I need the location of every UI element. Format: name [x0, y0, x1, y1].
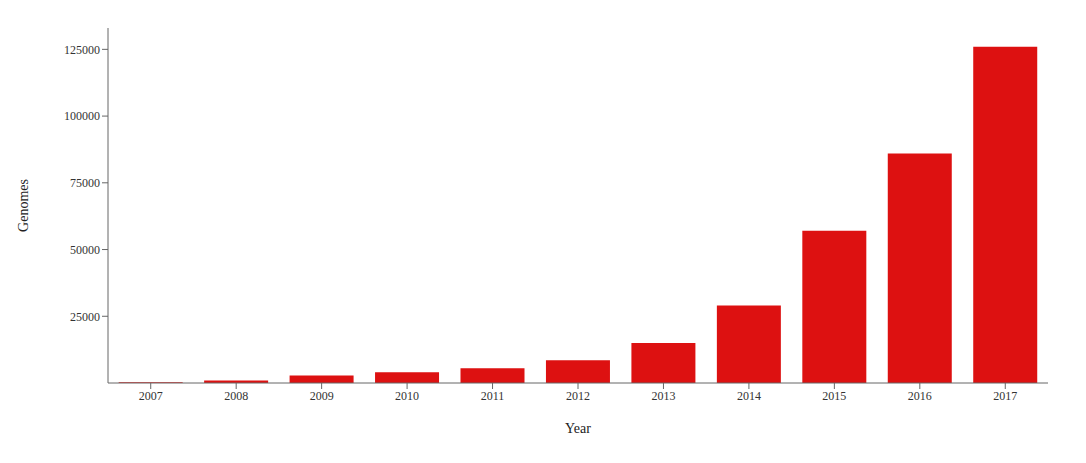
svg-text:2007: 2007	[139, 389, 163, 403]
svg-text:2009: 2009	[310, 389, 334, 403]
svg-text:125000: 125000	[64, 43, 100, 57]
svg-text:2012: 2012	[566, 389, 590, 403]
svg-text:2008: 2008	[224, 389, 248, 403]
svg-text:2013: 2013	[651, 389, 675, 403]
svg-text:50000: 50000	[70, 243, 100, 257]
svg-text:2016: 2016	[908, 389, 932, 403]
svg-text:Genomes: Genomes	[16, 179, 31, 232]
svg-text:100000: 100000	[64, 109, 100, 123]
svg-text:2010: 2010	[395, 389, 419, 403]
svg-text:25000: 25000	[70, 310, 100, 324]
svg-text:2014: 2014	[737, 389, 761, 403]
svg-text:2011: 2011	[481, 389, 505, 403]
svg-text:2015: 2015	[822, 389, 846, 403]
svg-text:Year: Year	[565, 421, 591, 436]
svg-text:2017: 2017	[993, 389, 1017, 403]
svg-text:75000: 75000	[70, 176, 100, 190]
